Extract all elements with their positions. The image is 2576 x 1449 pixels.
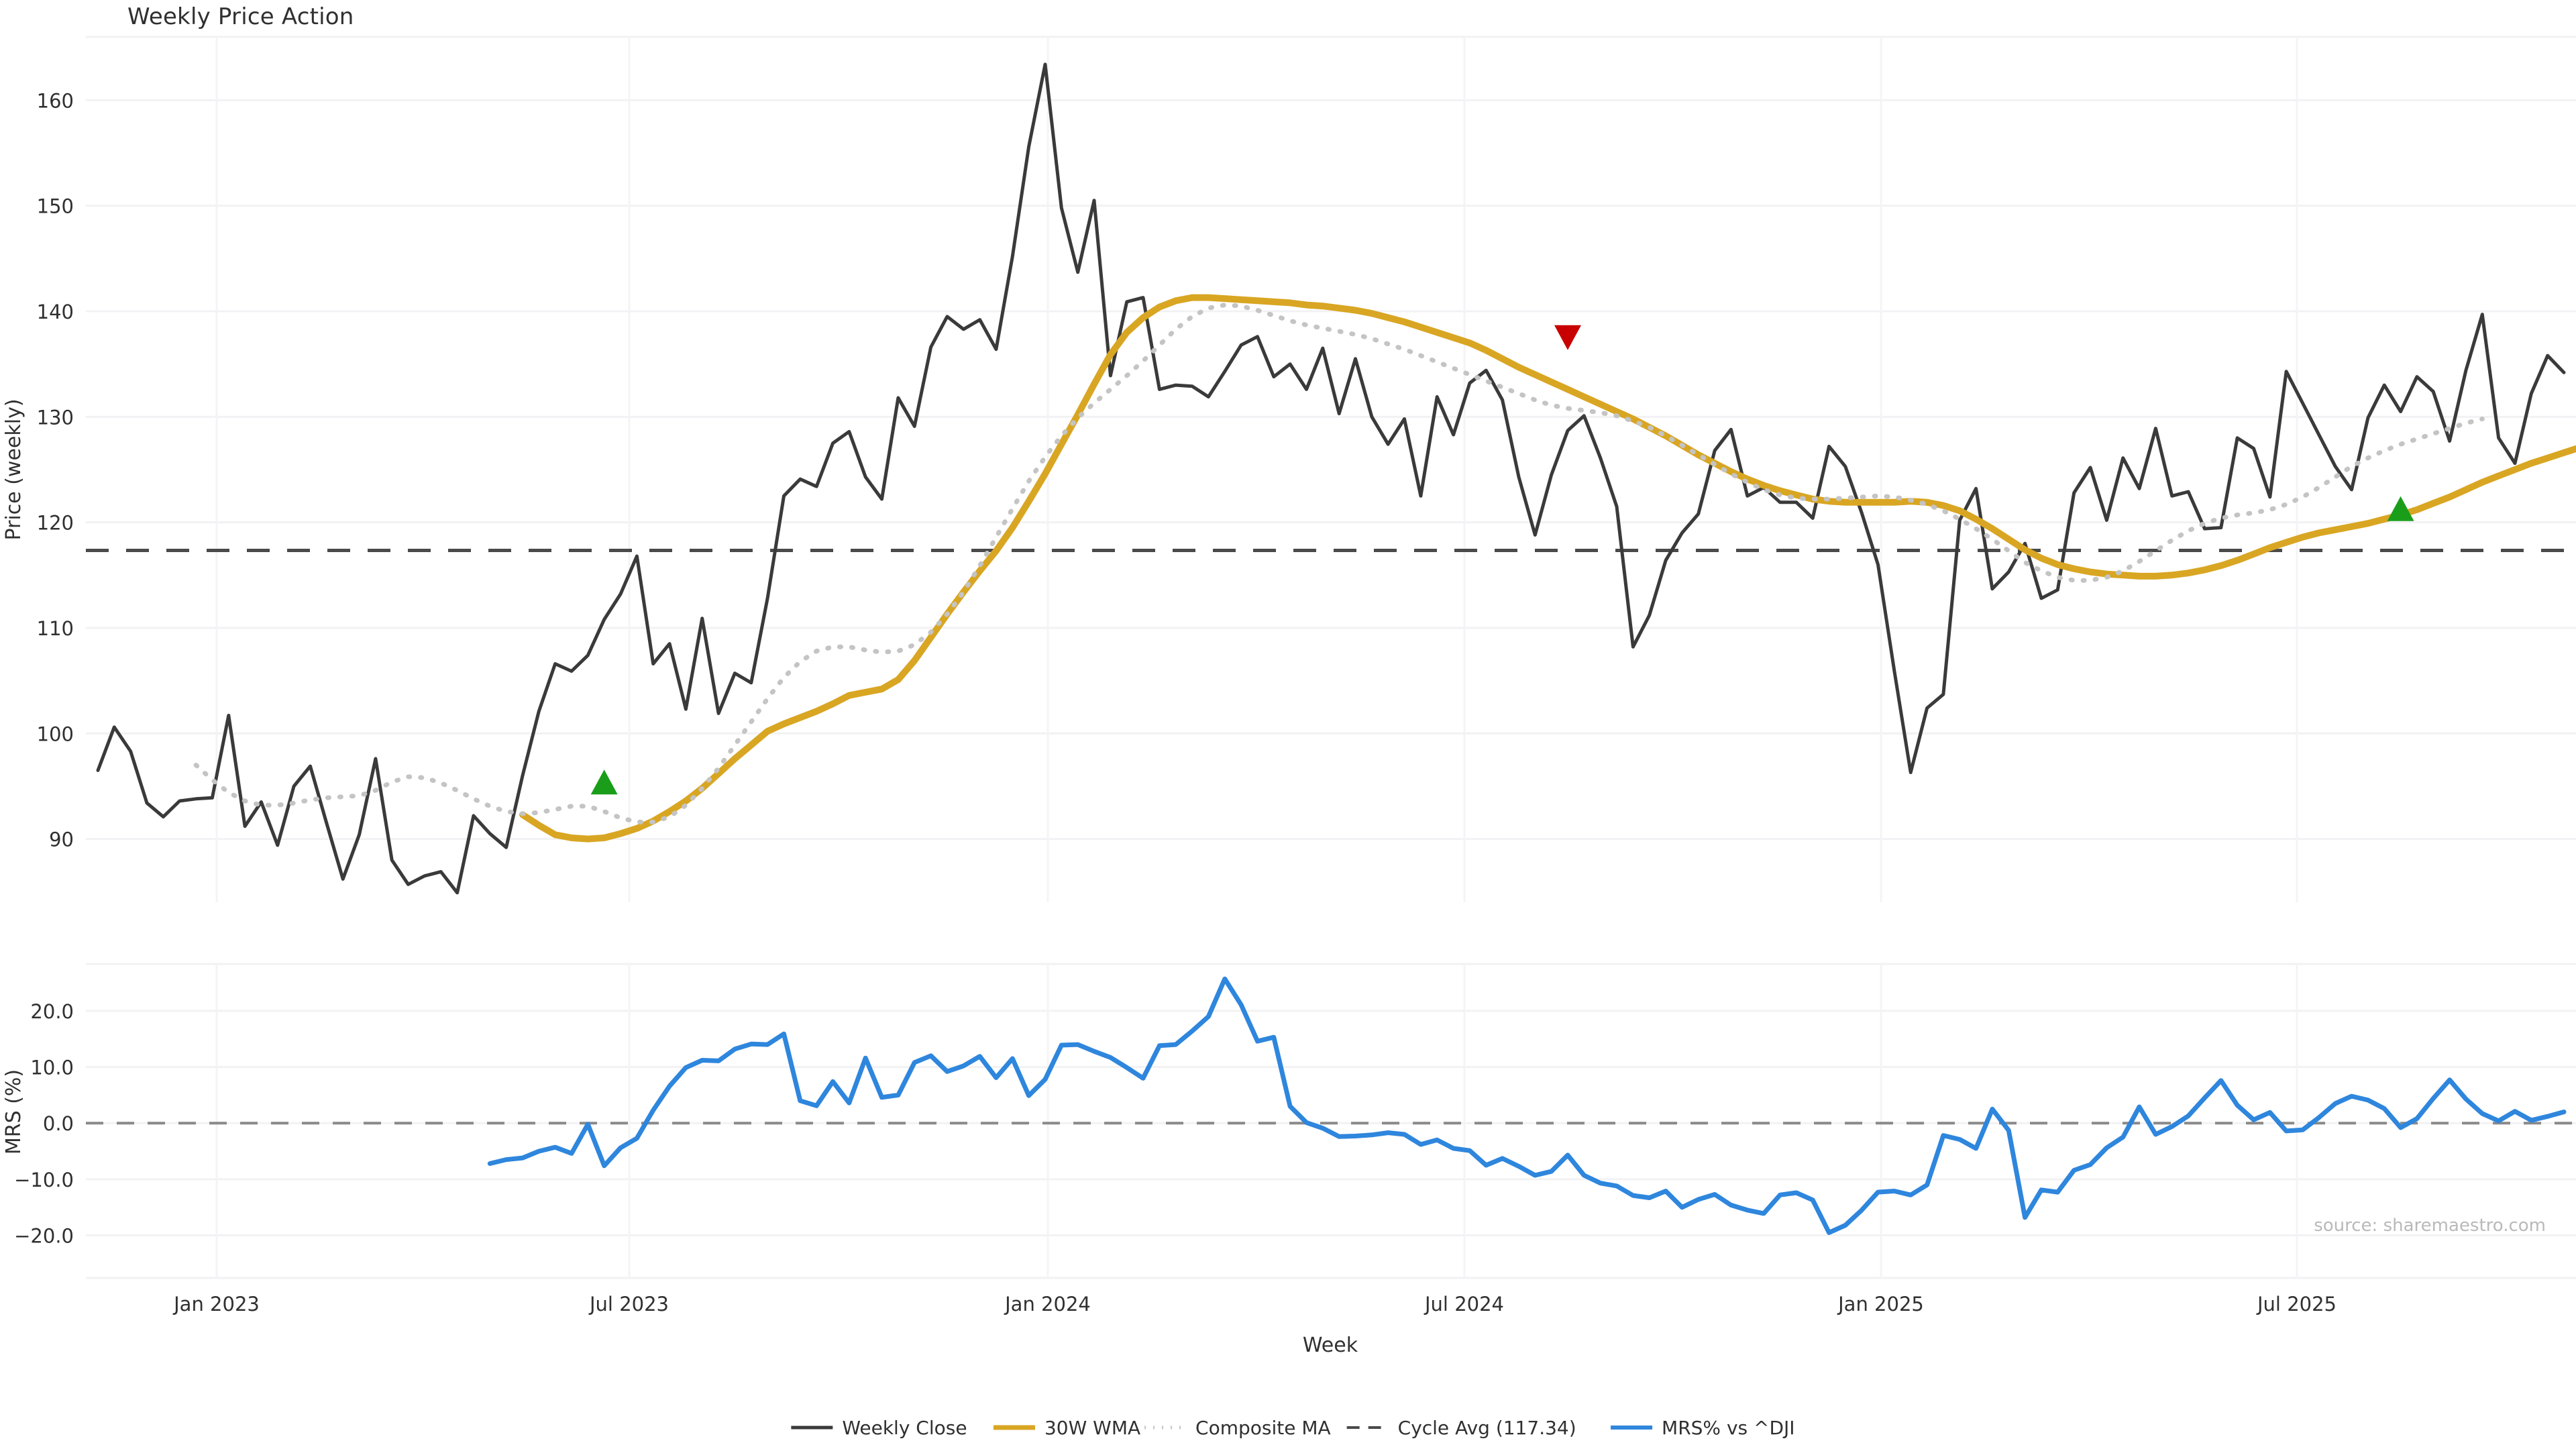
x-tick-label: Jan 2025 <box>1837 1293 1924 1316</box>
buy-signal-marker <box>2387 496 2414 521</box>
mrs-axis-title: MRS (%) <box>2 1069 25 1155</box>
mrs-ytick-label: 0.0 <box>43 1112 74 1135</box>
buy-signal-marker <box>590 769 618 795</box>
axis-ticks: 160 150 140 130 120 110 100 90 20.0 10.0 0.0 −10.0 −… <box>2 89 2546 1357</box>
x-tick-label: Jul 2025 <box>2256 1293 2337 1316</box>
price-ytick-label: 100 <box>37 722 74 745</box>
x-tick-label: Jul 2023 <box>588 1293 669 1316</box>
series-mrs-pct <box>487 976 2567 1235</box>
legend-label: Weekly Close <box>842 1417 967 1439</box>
price-ytick-label: 160 <box>37 89 74 112</box>
mrs-ytick-label: −20.0 <box>14 1225 74 1248</box>
gridlines <box>86 36 2576 1279</box>
source-watermark-text: source: sharemaestro.com <box>2314 1216 2546 1236</box>
legend-label: MRS% vs ^DJI <box>1662 1417 1795 1439</box>
chart-legend: Weekly Close 30W WMA Composite MA Cycle Avg… <box>791 1417 1795 1439</box>
page-title: Weekly Price Action <box>127 3 354 30</box>
reference-lines <box>86 549 2576 1125</box>
price-ytick-label: 120 <box>37 512 74 535</box>
price-ytick-label: 140 <box>37 301 74 323</box>
price-ytick-label: 150 <box>37 195 74 218</box>
sell-signal-marker <box>1554 325 1581 350</box>
x-axis-title: Week <box>1303 1334 1358 1357</box>
series-composite-ma <box>193 303 2485 824</box>
price-axis-title: Price (weekly) <box>2 398 25 540</box>
x-tick-label: Jul 2024 <box>1424 1293 1504 1316</box>
price-ytick-label: 90 <box>49 828 74 851</box>
legend-label: Cycle Avg (117.34) <box>1398 1417 1576 1439</box>
price-ytick-label: 130 <box>37 406 74 429</box>
mrs-ytick-label: −10.0 <box>14 1169 74 1191</box>
price-ytick-label: 110 <box>37 617 74 640</box>
mrs-ytick-label: 10.0 <box>30 1057 74 1079</box>
signal-markers <box>590 325 2414 795</box>
legend-label: Composite MA <box>1195 1417 1331 1439</box>
x-tick-label: Jan 2023 <box>172 1293 260 1316</box>
legend-label: 30W WMA <box>1044 1417 1140 1439</box>
data-series <box>96 62 2576 1235</box>
series-30w-wma <box>519 294 2576 843</box>
mrs-ytick-label: 20.0 <box>30 1000 74 1023</box>
x-tick-label: Jan 2024 <box>1004 1293 1091 1316</box>
series-weekly-close <box>96 62 2566 895</box>
